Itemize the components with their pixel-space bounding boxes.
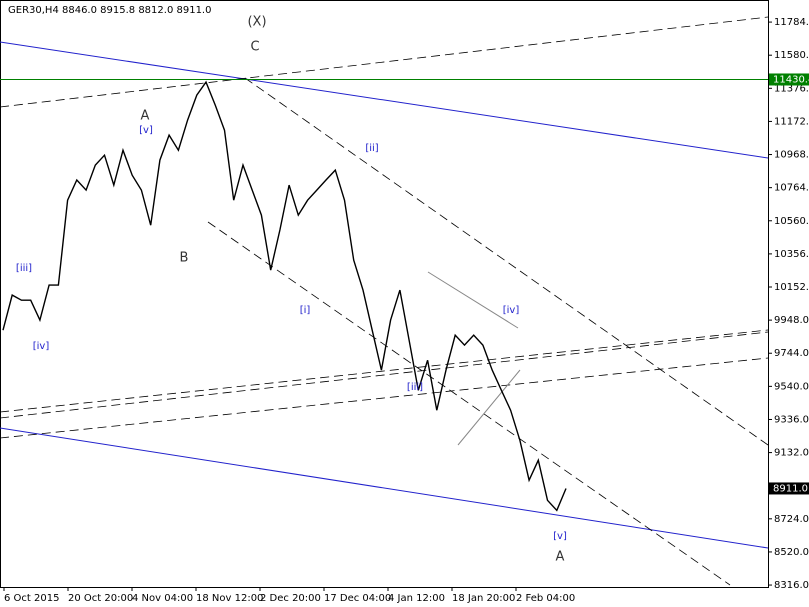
wave-label: C [250,40,259,55]
wave-label: [ii] [365,143,378,154]
y-tick-label: 8520.0 [774,547,809,558]
channel-line [0,41,769,159]
y-tick-label: 9336.0 [774,414,809,425]
y-tick-label: 9744.0 [774,348,809,359]
x-tick-label: 18 Jan 20:00 [452,593,515,604]
wave-label: [v] [553,531,567,542]
trend-line [457,369,521,446]
wave-label: [iv] [33,341,50,352]
price-box [769,482,809,495]
y-tick-label: 10152.0 [774,282,809,293]
wave-label: (X) [247,15,266,30]
y-tick-label: 9948.0 [774,315,809,326]
wave-label: [v] [139,125,153,136]
y-tick-label: 10560.0 [774,216,809,227]
channel-line [0,427,769,549]
x-tick-label: 6 Oct 2015 [4,593,59,604]
x-tick-label: 2 Feb 04:00 [516,593,575,604]
trend-line [0,357,769,439]
price-line [2,80,567,512]
x-tick-label: 2 Dec 20:00 [260,593,321,604]
y-tick-label: 10764.0 [774,183,809,194]
chart-title: GER30,H4 8846.0 8915.8 8812.0 8911.0 [8,5,211,16]
y-tick-label: 11172.0 [774,116,809,127]
trend-line [207,221,731,586]
trend-line [0,16,769,108]
x-tick-label: 20 Oct 20:00 [68,593,133,604]
wave-label: [iii] [16,263,32,274]
trend-line [427,271,519,329]
y-tick-label: 9540.0 [774,381,809,392]
trend-lines [0,16,769,586]
price-label: 8911.0 [773,483,808,494]
y-tick-label: 10968.0 [774,150,809,161]
y-tick-label: 11580.0 [774,50,809,61]
x-tick-label: 4 Jan 12:00 [388,593,445,604]
plot-frame [0,0,769,588]
price-label: 11430.4 [773,74,809,85]
wave-label: [i] [300,305,311,316]
trend-line [0,329,769,413]
x-tick-label: 4 Nov 04:00 [132,593,193,604]
wave-label: B [180,251,189,266]
trend-line [0,331,769,419]
y-tick-label: 9132.0 [774,448,809,459]
x-tick-label: 18 Nov 12:00 [196,593,263,604]
y-tick-label: 10356.0 [774,249,809,260]
wave-label: A [556,550,565,565]
y-tick-label: 11784.0 [774,17,809,28]
wave-label: [iv] [503,305,520,316]
y-tick-label: 8316.0 [774,580,809,591]
x-tick-label: 17 Dec 04:00 [324,593,391,604]
price-box [769,73,809,86]
wave-label: A [141,109,150,124]
trend-line [244,77,769,446]
wave-label: [iii] [407,382,423,393]
y-tick-label: 11376.0 [774,83,809,94]
y-tick-label: 8724.0 [774,514,809,525]
